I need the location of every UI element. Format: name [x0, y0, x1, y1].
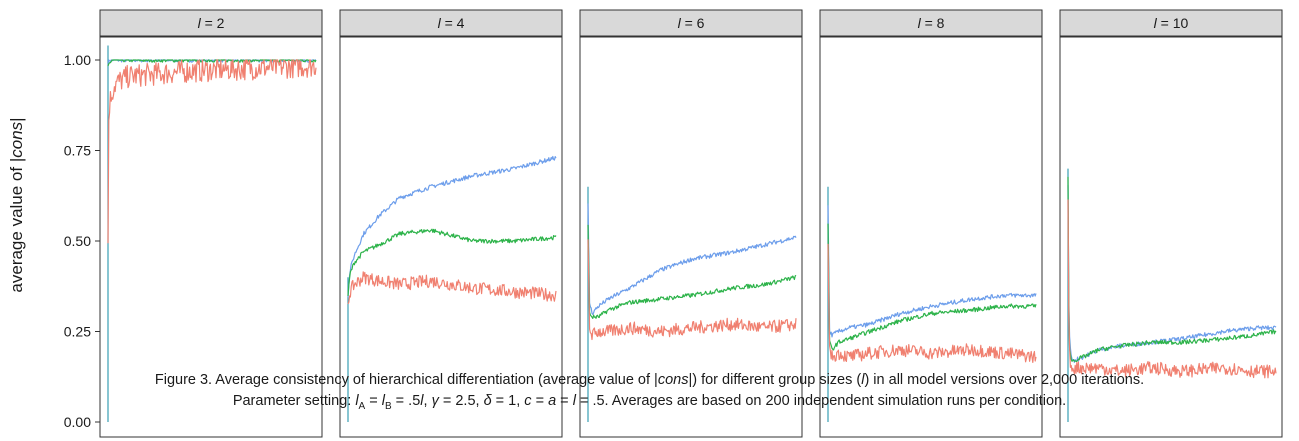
y-axis-label: average value of |cons| [7, 117, 26, 292]
series-line [1067, 185, 1277, 363]
series-line [827, 205, 1037, 338]
facet-strip-label: l = 4 [438, 15, 465, 31]
series-line [827, 243, 1037, 363]
facet-panel: l = 6 [579, 9, 803, 438]
facet-panel: l = 4 [339, 9, 563, 438]
facet-strip [1059, 9, 1283, 37]
series-line [347, 228, 557, 296]
facet-strip-label: l = 8 [918, 15, 945, 31]
series-line [587, 224, 797, 319]
series-line [347, 271, 557, 305]
y-tick-label: 0.50 [64, 233, 91, 249]
facet-panels: l = 2 l = 4 l = 6 l = 8 l = 10 [99, 9, 1283, 438]
series-line [827, 223, 1037, 351]
facet-strip [819, 9, 1043, 37]
series-line [587, 203, 797, 315]
plot-panel-frame [1059, 36, 1283, 438]
y-tick-label: 1.00 [64, 52, 91, 68]
facet-strip [99, 9, 323, 37]
series-line [1067, 176, 1277, 363]
plot-panel-frame [819, 36, 1043, 438]
facet-strip-label: l = 10 [1154, 15, 1189, 31]
facet-strip [579, 9, 803, 37]
figure-caption-line-1: Figure 3. Average consistency of hierarc… [154, 372, 1145, 388]
facet-panel: l = 2 [99, 9, 323, 438]
y-axis: 0.00 0.25 0.50 0.75 1.00 [64, 52, 100, 430]
facet-strip-label: l = 6 [678, 15, 705, 31]
series-line [1067, 199, 1277, 379]
facet-strip [339, 9, 563, 37]
facet-panel: l = 10 [1059, 9, 1283, 438]
facet-panel: l = 8 [819, 9, 1043, 438]
plot-panel-frame [579, 36, 803, 438]
facet-strip-label: l = 2 [198, 15, 225, 31]
figure-caption-line-2: Parameter setting: lA = lB = .5l, γ = 2.… [232, 393, 1067, 412]
y-tick-label: 0.75 [64, 143, 91, 159]
y-tick-label: 0.00 [64, 414, 91, 430]
series-line [587, 239, 797, 341]
series-line [107, 59, 317, 244]
plot-panel-frame [99, 36, 323, 438]
y-tick-label: 0.25 [64, 324, 91, 340]
series-line [347, 155, 557, 298]
